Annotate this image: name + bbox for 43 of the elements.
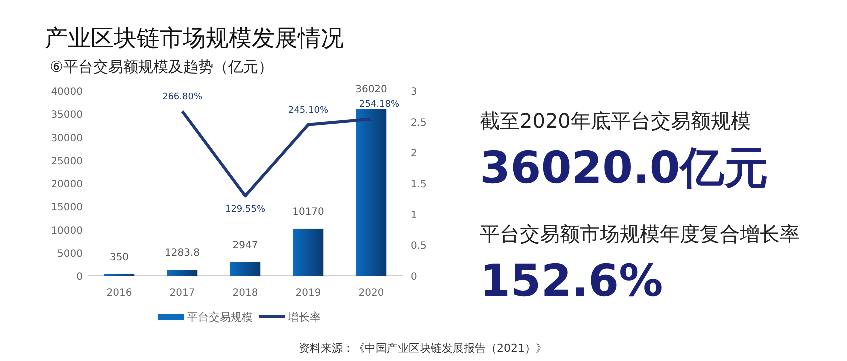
y2-tick-label: 1.5	[411, 180, 427, 190]
legend-label: 增长率	[287, 311, 321, 324]
bar	[167, 270, 198, 276]
y-tick-label: 25000	[51, 156, 83, 168]
x-tick-label: 2019	[296, 288, 322, 299]
bar	[356, 109, 387, 276]
x-tick-label: 2018	[232, 288, 258, 299]
y-tick-label: 20000	[51, 180, 83, 190]
y-tick-label: 30000	[51, 133, 83, 144]
data-label: 2947	[232, 240, 258, 252]
y-tick-label: 10000	[51, 226, 83, 237]
y-tick-label: 0	[76, 272, 83, 283]
data-label: 36020	[356, 84, 388, 96]
data-label: 1283.8	[165, 248, 200, 260]
x-tick-label: 2016	[106, 288, 132, 299]
data-label: 350	[110, 252, 130, 264]
y2-tick-label: 2	[411, 148, 418, 160]
data-label: 245.10%	[288, 106, 329, 116]
data-label: 129.55%	[225, 205, 266, 216]
y-tick-label: 35000	[51, 110, 83, 122]
y2-tick-label: 3	[411, 87, 418, 98]
y-tick-label: 5000	[58, 248, 83, 260]
data-label: 254.18%	[359, 100, 400, 110]
text: 36020.0亿元	[480, 143, 768, 194]
y2-tick-label: 2.5	[411, 118, 427, 129]
text: 截至2020年底平台交易额规模	[480, 109, 751, 133]
y2-tick-label: 1	[411, 210, 418, 222]
data-label: 10170	[292, 206, 324, 218]
text: 平台交易额市场规模年度复合增长率	[480, 222, 800, 246]
data-label: 266.80%	[162, 92, 203, 102]
chart-subtitle: ⑥平台交易额规模及趋势（亿元）	[50, 58, 274, 76]
y-tick-label: 15000	[51, 202, 83, 214]
chart-title: 产业区块链市场规模发展情况	[45, 26, 344, 52]
x-tick-label: 2017	[170, 288, 196, 299]
y2-tick-label: 0	[411, 272, 418, 283]
bar	[230, 262, 261, 276]
text: 152.6%	[480, 256, 664, 307]
y-tick-label: 40000	[51, 87, 83, 98]
y2-tick-label: 0.5	[411, 241, 427, 252]
legend-label: 平台交易规模	[187, 311, 253, 324]
text: 资料来源：《中国产业区块链发展报告（2021）》	[299, 342, 547, 355]
x-tick-label: 2020	[358, 288, 384, 299]
bar	[293, 228, 324, 276]
